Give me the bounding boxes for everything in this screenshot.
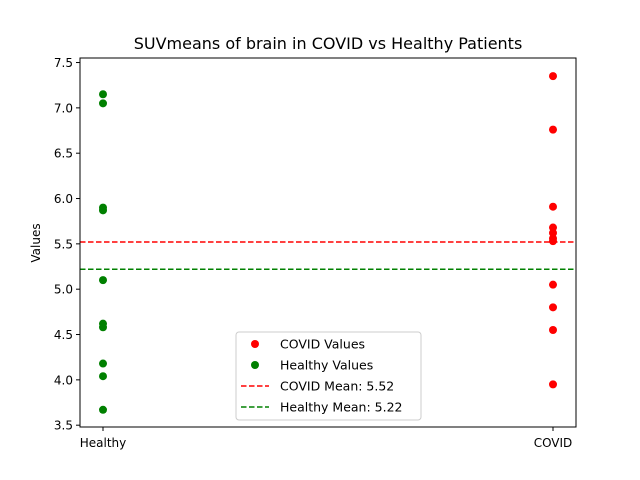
x-axis-ticks: Healthy COVID — [80, 427, 573, 450]
data-point-covid — [549, 72, 557, 81]
legend-label: COVID Mean: 5.52 — [280, 379, 394, 394]
y-tick-label: 7.5 — [54, 56, 73, 70]
chart-title: SUVmeans of brain in COVID vs Healthy Pa… — [134, 34, 523, 53]
data-point-covid — [549, 237, 557, 246]
y-axis-ticks: 3.5 4.0 4.5 5.0 5.5 6.0 6.5 7.0 7.5 — [54, 56, 80, 433]
legend-label: Healthy Mean: 5.22 — [280, 400, 403, 415]
y-tick-label: 6.0 — [54, 192, 73, 206]
y-tick-label: 4.5 — [54, 328, 73, 342]
legend-marker — [251, 361, 259, 369]
legend-box — [235, 331, 422, 421]
data-points — [99, 72, 557, 414]
data-point-healthy — [99, 99, 107, 108]
data-point-covid — [549, 325, 557, 334]
data-point-healthy — [99, 359, 107, 368]
legend-label: COVID Values — [280, 337, 365, 352]
data-point-covid — [549, 202, 557, 211]
y-tick-label: 5.5 — [54, 237, 73, 251]
y-tick-label: 3.5 — [54, 419, 73, 433]
legend-marker — [251, 340, 259, 348]
y-tick-label: 6.5 — [54, 147, 73, 161]
data-point-healthy — [99, 206, 107, 215]
data-point-covid — [549, 125, 557, 134]
y-axis-label: Values — [29, 223, 43, 262]
plot-area-frame — [79, 57, 577, 428]
mean-lines — [80, 241, 576, 270]
x-tick-label: COVID — [534, 436, 573, 450]
x-tick-label: Healthy — [80, 436, 127, 450]
data-point-covid — [549, 380, 557, 389]
data-point-healthy — [99, 276, 107, 285]
data-point-healthy — [99, 90, 107, 99]
data-point-covid — [549, 303, 557, 312]
y-tick-label: 7.0 — [54, 101, 73, 115]
data-point-healthy — [99, 405, 107, 414]
legend: COVID Values Healthy Values COVID Mean: 5.… — [235, 331, 422, 421]
y-tick-label: 4.0 — [54, 373, 73, 387]
data-point-healthy — [99, 372, 107, 381]
data-point-covid — [549, 280, 557, 289]
legend-label: Healthy Values — [280, 358, 373, 373]
y-tick-label: 5.0 — [54, 283, 73, 297]
data-point-healthy — [99, 323, 107, 332]
